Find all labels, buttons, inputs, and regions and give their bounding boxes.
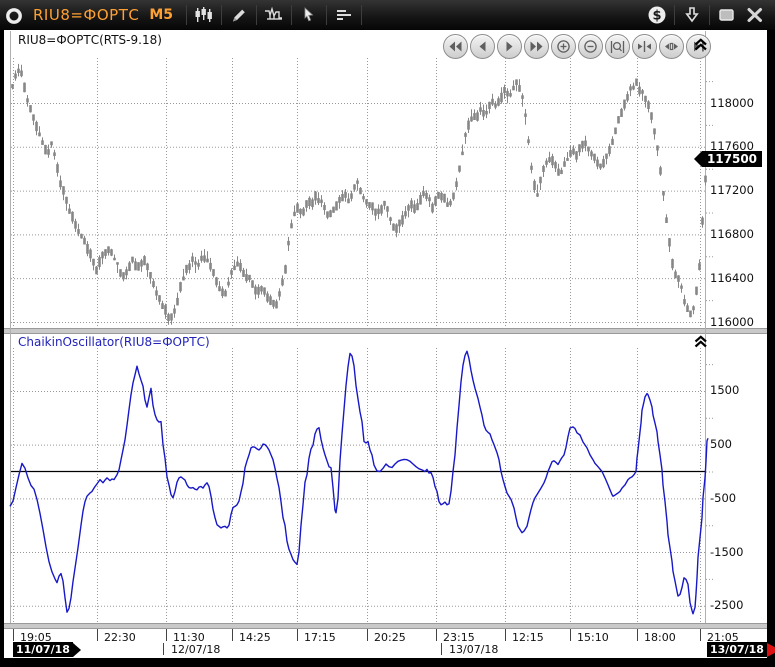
step-back-button[interactable] (470, 34, 495, 59)
rewind-button[interactable] (443, 34, 468, 59)
zoom-in-button[interactable] (551, 34, 576, 59)
cursor-icon[interactable] (296, 4, 322, 26)
instrument-title: RIU8=ФОРТС (33, 6, 139, 24)
toolbar-separator (186, 5, 187, 25)
collapse-osc-pane-chevron-icon[interactable] (694, 334, 708, 348)
time-axis-label: 14:25 (239, 631, 271, 644)
levels-icon[interactable] (331, 4, 357, 26)
zoom-out-button[interactable] (578, 34, 603, 59)
svg-text:$: $ (652, 9, 661, 24)
toolbar-separator (709, 5, 710, 25)
toolbar-separator (674, 5, 675, 25)
app-logo-icon (1, 4, 27, 26)
date-axis-label: 12/07/18 (171, 643, 220, 656)
time-axis-label: 17:15 (304, 631, 336, 644)
time-axis-label: 20:25 (374, 631, 406, 644)
price-axis-label: 116400 (710, 271, 768, 286)
price-axis-label: 116000 (710, 315, 768, 330)
osc-axis-label: -2500 (710, 598, 768, 613)
compress-scale-button[interactable] (632, 34, 657, 59)
chart-window: RIU8=ФОРТС M5 $ RIU8=ФОРТС(RTS-9.18) Cha… (0, 0, 775, 667)
zoom-select-button[interactable] (605, 34, 630, 59)
price-axis-label: 116800 (710, 227, 768, 242)
time-axis-label: 12:15 (512, 631, 544, 644)
osc-axis-label: 500 (710, 437, 768, 452)
price-axis-label: 118000 (710, 96, 768, 111)
pencil-icon[interactable] (226, 4, 252, 26)
start-date-label: 11/07/18 (13, 642, 73, 657)
date-axis-label: 13/07/18 (449, 643, 498, 656)
time-axis-label: 15:10 (577, 631, 609, 644)
price-badge-arrow-icon (694, 151, 702, 167)
timeframe-selector[interactable]: M5 (149, 7, 173, 23)
download-arrow-icon[interactable] (679, 4, 705, 26)
toolbar-separator (361, 5, 362, 25)
date-badge-red-arrow-icon (767, 643, 775, 657)
toolbar-separator (291, 5, 292, 25)
collapse-price-pane-chevron-icon[interactable] (694, 37, 708, 51)
toolbar-separator (221, 5, 222, 25)
close-window-icon[interactable] (742, 4, 768, 26)
date-badge-arrow-icon (73, 643, 81, 657)
fast-forward-button[interactable] (524, 34, 549, 59)
osc-axis-label: -1500 (710, 545, 768, 560)
osc-axis-label: 1500 (710, 383, 768, 398)
toolbar-separator (326, 5, 327, 25)
time-axis-label: 18:00 (644, 631, 676, 644)
dollar-icon[interactable]: $ (644, 4, 670, 26)
osc-axis-label: -500 (710, 491, 768, 506)
step-forward-button[interactable] (497, 34, 522, 59)
price-pane-title: RIU8=ФОРТС(RTS-9.18) (18, 33, 162, 47)
date-badge-end: 13/07/18 (707, 642, 775, 657)
date-badge-start: 11/07/18 (13, 642, 81, 657)
restore-window-icon[interactable] (714, 4, 740, 26)
price-axis-label: 117200 (710, 183, 768, 198)
price-axis-label: 117600 (710, 139, 768, 154)
indicator-wave-icon[interactable] (261, 4, 287, 26)
candlestick-chart-icon[interactable] (191, 4, 217, 26)
oscillator-pane-title: ChaikinOscillator(RIU8=ФОРТС) (18, 335, 210, 349)
end-date-label: 13/07/18 (707, 642, 767, 657)
toolbar-separator (256, 5, 257, 25)
chart-area[interactable]: RIU8=ФОРТС(RTS-9.18) ChaikinOscillator(R… (4, 30, 767, 658)
titlebar: RIU8=ФОРТС M5 $ (0, 0, 775, 31)
expand-scale-button[interactable] (659, 34, 684, 59)
chart-nav-toolbar (443, 34, 711, 59)
time-axis-label: 22:30 (104, 631, 136, 644)
